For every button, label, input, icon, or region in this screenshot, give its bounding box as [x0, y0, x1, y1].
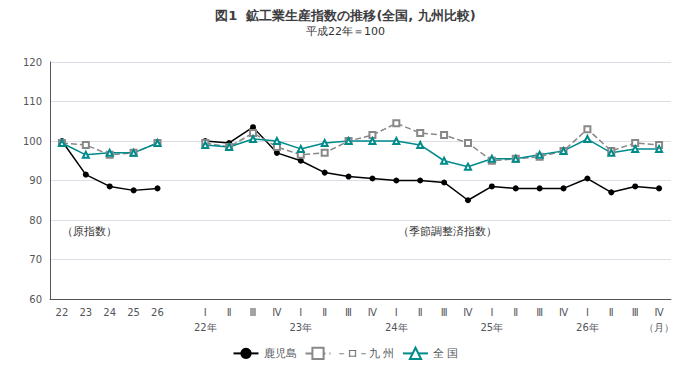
svg-text:26: 26 [151, 307, 164, 318]
svg-text:平成22年＝100: 平成22年＝100 [306, 25, 385, 38]
svg-text:（原指数）: （原指数） [62, 225, 117, 238]
svg-text:Ⅱ: Ⅱ [609, 307, 614, 318]
svg-text:Ⅰ: Ⅰ [586, 307, 589, 318]
svg-text:24: 24 [103, 307, 116, 318]
svg-text:－ロ－九 州: －ロ－九 州 [336, 347, 395, 360]
svg-text:Ⅰ: Ⅰ [395, 307, 398, 318]
svg-text:25: 25 [127, 307, 140, 318]
svg-text:Ⅳ: Ⅳ [272, 307, 282, 318]
svg-text:Ⅲ: Ⅲ [632, 307, 639, 318]
svg-text:（季節調整済指数）: （季節調整済指数） [398, 225, 497, 238]
svg-text:Ⅰ: Ⅰ [490, 307, 493, 318]
svg-text:Ⅱ: Ⅱ [227, 307, 232, 318]
svg-text:25年: 25年 [480, 322, 503, 333]
svg-text:Ⅳ: Ⅳ [368, 307, 378, 318]
svg-text:23: 23 [79, 307, 92, 318]
svg-text:Ⅲ: Ⅲ [536, 307, 543, 318]
svg-text:Ⅱ: Ⅱ [513, 307, 518, 318]
svg-text:26年: 26年 [576, 322, 599, 333]
svg-text:Ⅲ: Ⅲ [441, 307, 448, 318]
svg-text:全 国: 全 国 [433, 347, 459, 360]
svg-text:Ⅲ: Ⅲ [250, 307, 257, 318]
svg-text:23年: 23年 [289, 322, 312, 333]
svg-text:60: 60 [29, 294, 42, 305]
svg-text:120: 120 [23, 57, 42, 68]
svg-text:Ⅲ: Ⅲ [345, 307, 352, 318]
svg-text:鹿児島: 鹿児島 [264, 347, 297, 360]
svg-text:Ⅱ: Ⅱ [322, 307, 327, 318]
svg-text:70: 70 [29, 254, 42, 265]
svg-text:Ⅳ: Ⅳ [463, 307, 473, 318]
svg-text:100: 100 [23, 136, 42, 147]
svg-text:80: 80 [29, 215, 42, 226]
svg-text:110: 110 [23, 96, 42, 107]
svg-text:（月）: （月） [644, 322, 674, 333]
svg-text:Ⅱ: Ⅱ [418, 307, 423, 318]
svg-text:24年: 24年 [385, 322, 408, 333]
svg-text:Ⅳ: Ⅳ [654, 307, 664, 318]
svg-text:図1 鉱工業生産指数の推移(全国, 九州比較): 図1 鉱工業生産指数の推移(全国, 九州比較) [215, 8, 475, 23]
svg-text:90: 90 [29, 175, 42, 186]
svg-text:22年: 22年 [194, 322, 217, 333]
svg-text:Ⅳ: Ⅳ [559, 307, 569, 318]
svg-text:Ⅰ: Ⅰ [204, 307, 207, 318]
svg-text:22: 22 [56, 307, 69, 318]
svg-text:Ⅰ: Ⅰ [299, 307, 302, 318]
